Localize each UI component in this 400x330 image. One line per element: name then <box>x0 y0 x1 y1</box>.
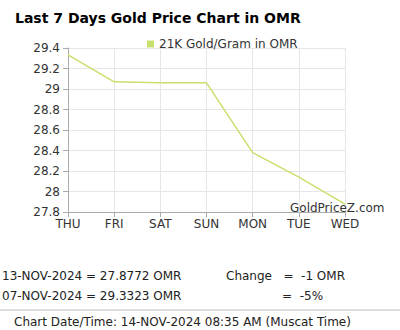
svg-text:28: 28 <box>45 185 60 199</box>
svg-text:= -5%: = -5% <box>282 289 323 303</box>
svg-text:28.2: 28.2 <box>33 164 60 178</box>
svg-text:WED: WED <box>331 217 360 231</box>
svg-text:SUN: SUN <box>194 217 219 231</box>
svg-text:THU: THU <box>54 217 80 231</box>
svg-text:Chart Date/Time: 14-NOV-2024 0: Chart Date/Time: 14-NOV-2024 08:35 AM (M… <box>14 315 351 329</box>
svg-text:GoldPriceZ.com: GoldPriceZ.com <box>290 201 385 215</box>
svg-text:FRI: FRI <box>105 217 124 231</box>
svg-text:TUE: TUE <box>286 217 311 231</box>
svg-text:29: 29 <box>45 82 60 96</box>
svg-text:Change = -1 OMR: Change = -1 OMR <box>226 269 345 283</box>
svg-text:29.4: 29.4 <box>33 41 60 55</box>
svg-text:27.8: 27.8 <box>33 205 60 219</box>
svg-text:28.6: 28.6 <box>33 123 60 137</box>
svg-text:MON: MON <box>238 217 267 231</box>
svg-text:28.8: 28.8 <box>33 103 60 117</box>
svg-text:07-NOV-2024 = 29.3323 OMR: 07-NOV-2024 = 29.3323 OMR <box>2 289 181 303</box>
svg-text:Last 7 Days Gold Price Chart i: Last 7 Days Gold Price Chart in OMR <box>15 10 301 26</box>
svg-text:SAT: SAT <box>149 217 172 231</box>
svg-text:28.4: 28.4 <box>33 144 60 158</box>
svg-text:29.2: 29.2 <box>33 62 60 76</box>
svg-text:13-NOV-2024 = 27.8772 OMR: 13-NOV-2024 = 27.8772 OMR <box>2 269 181 283</box>
svg-text:21K Gold/Gram in OMR: 21K Gold/Gram in OMR <box>159 37 298 51</box>
